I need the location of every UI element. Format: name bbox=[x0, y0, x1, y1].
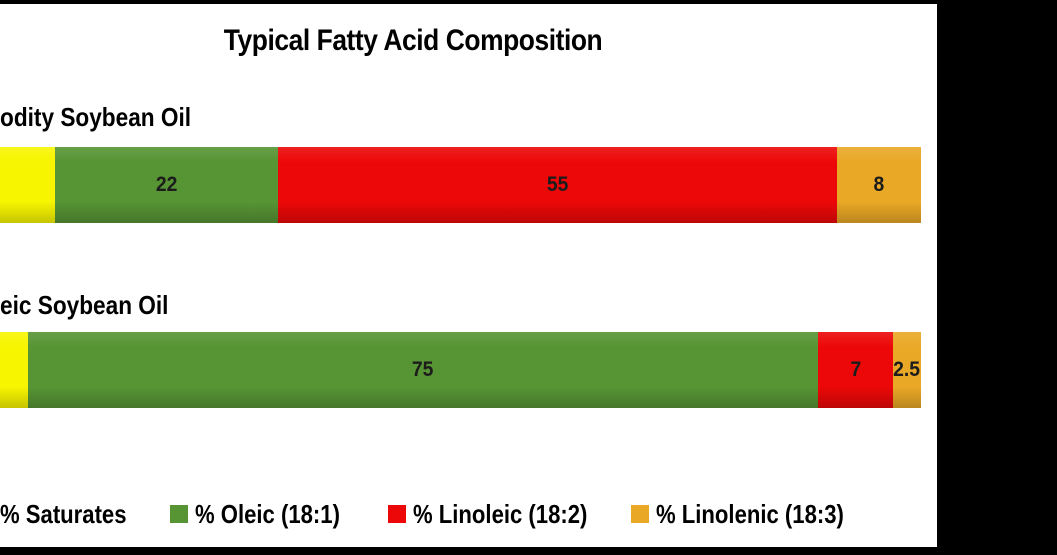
stacked-bar-commodity: 22 55 8 bbox=[0, 147, 921, 223]
segment-value-label: 75 bbox=[412, 358, 434, 381]
bar-segment-linoleic: 55 bbox=[278, 147, 837, 223]
letterbox-bar-bottom bbox=[0, 547, 1057, 555]
segment-value-label: 55 bbox=[546, 173, 569, 196]
legend-label-saturates: % Saturates bbox=[0, 498, 127, 529]
legend-item-saturates: % Saturates bbox=[0, 499, 149, 529]
legend-label-linolenic: % Linolenic (18:3) bbox=[656, 498, 844, 529]
bar-segment-oleic: 75 bbox=[28, 332, 818, 408]
segment-value-label: 2.5 bbox=[893, 358, 921, 381]
bar-segment-oleic: 22 bbox=[55, 147, 278, 223]
legend-label-oleic: % Oleic (18:1) bbox=[195, 498, 340, 529]
bar-segment-linolenic: 2.5 bbox=[893, 332, 921, 408]
legend-item-linoleic: % Linoleic (18:2) bbox=[388, 499, 618, 529]
legend-swatch-linolenic bbox=[631, 505, 649, 523]
bar-segment-saturates bbox=[0, 332, 28, 408]
segment-value-label: 8 bbox=[873, 173, 885, 196]
bar-segment-saturates bbox=[0, 147, 55, 223]
letterbox-bar-right bbox=[937, 0, 1057, 555]
legend-label-linoleic: % Linoleic (18:2) bbox=[413, 498, 588, 529]
bar-segment-linolenic: 8 bbox=[837, 147, 921, 223]
bar-category-label-commodity: odity Soybean Oil bbox=[0, 102, 192, 132]
letterbox-bar-top bbox=[0, 0, 1057, 4]
stacked-bar-high-oleic: 75 7 2.5 bbox=[0, 332, 921, 408]
chart-title-text: Typical Fatty Acid Composition bbox=[223, 24, 603, 57]
legend-swatch-oleic bbox=[170, 505, 188, 523]
segment-value-label: 7 bbox=[850, 358, 861, 381]
segment-value-label: 22 bbox=[155, 173, 178, 196]
bar-segment-linoleic: 7 bbox=[818, 332, 893, 408]
legend-item-oleic: % Oleic (18:1) bbox=[170, 499, 366, 529]
chart-title: Typical Fatty Acid Composition bbox=[0, 24, 826, 58]
bar-category-label-high-oleic: eic Soybean Oil bbox=[0, 290, 169, 320]
legend-item-linolenic: % Linolenic (18:3) bbox=[631, 499, 877, 529]
legend-swatch-linoleic bbox=[388, 505, 406, 523]
